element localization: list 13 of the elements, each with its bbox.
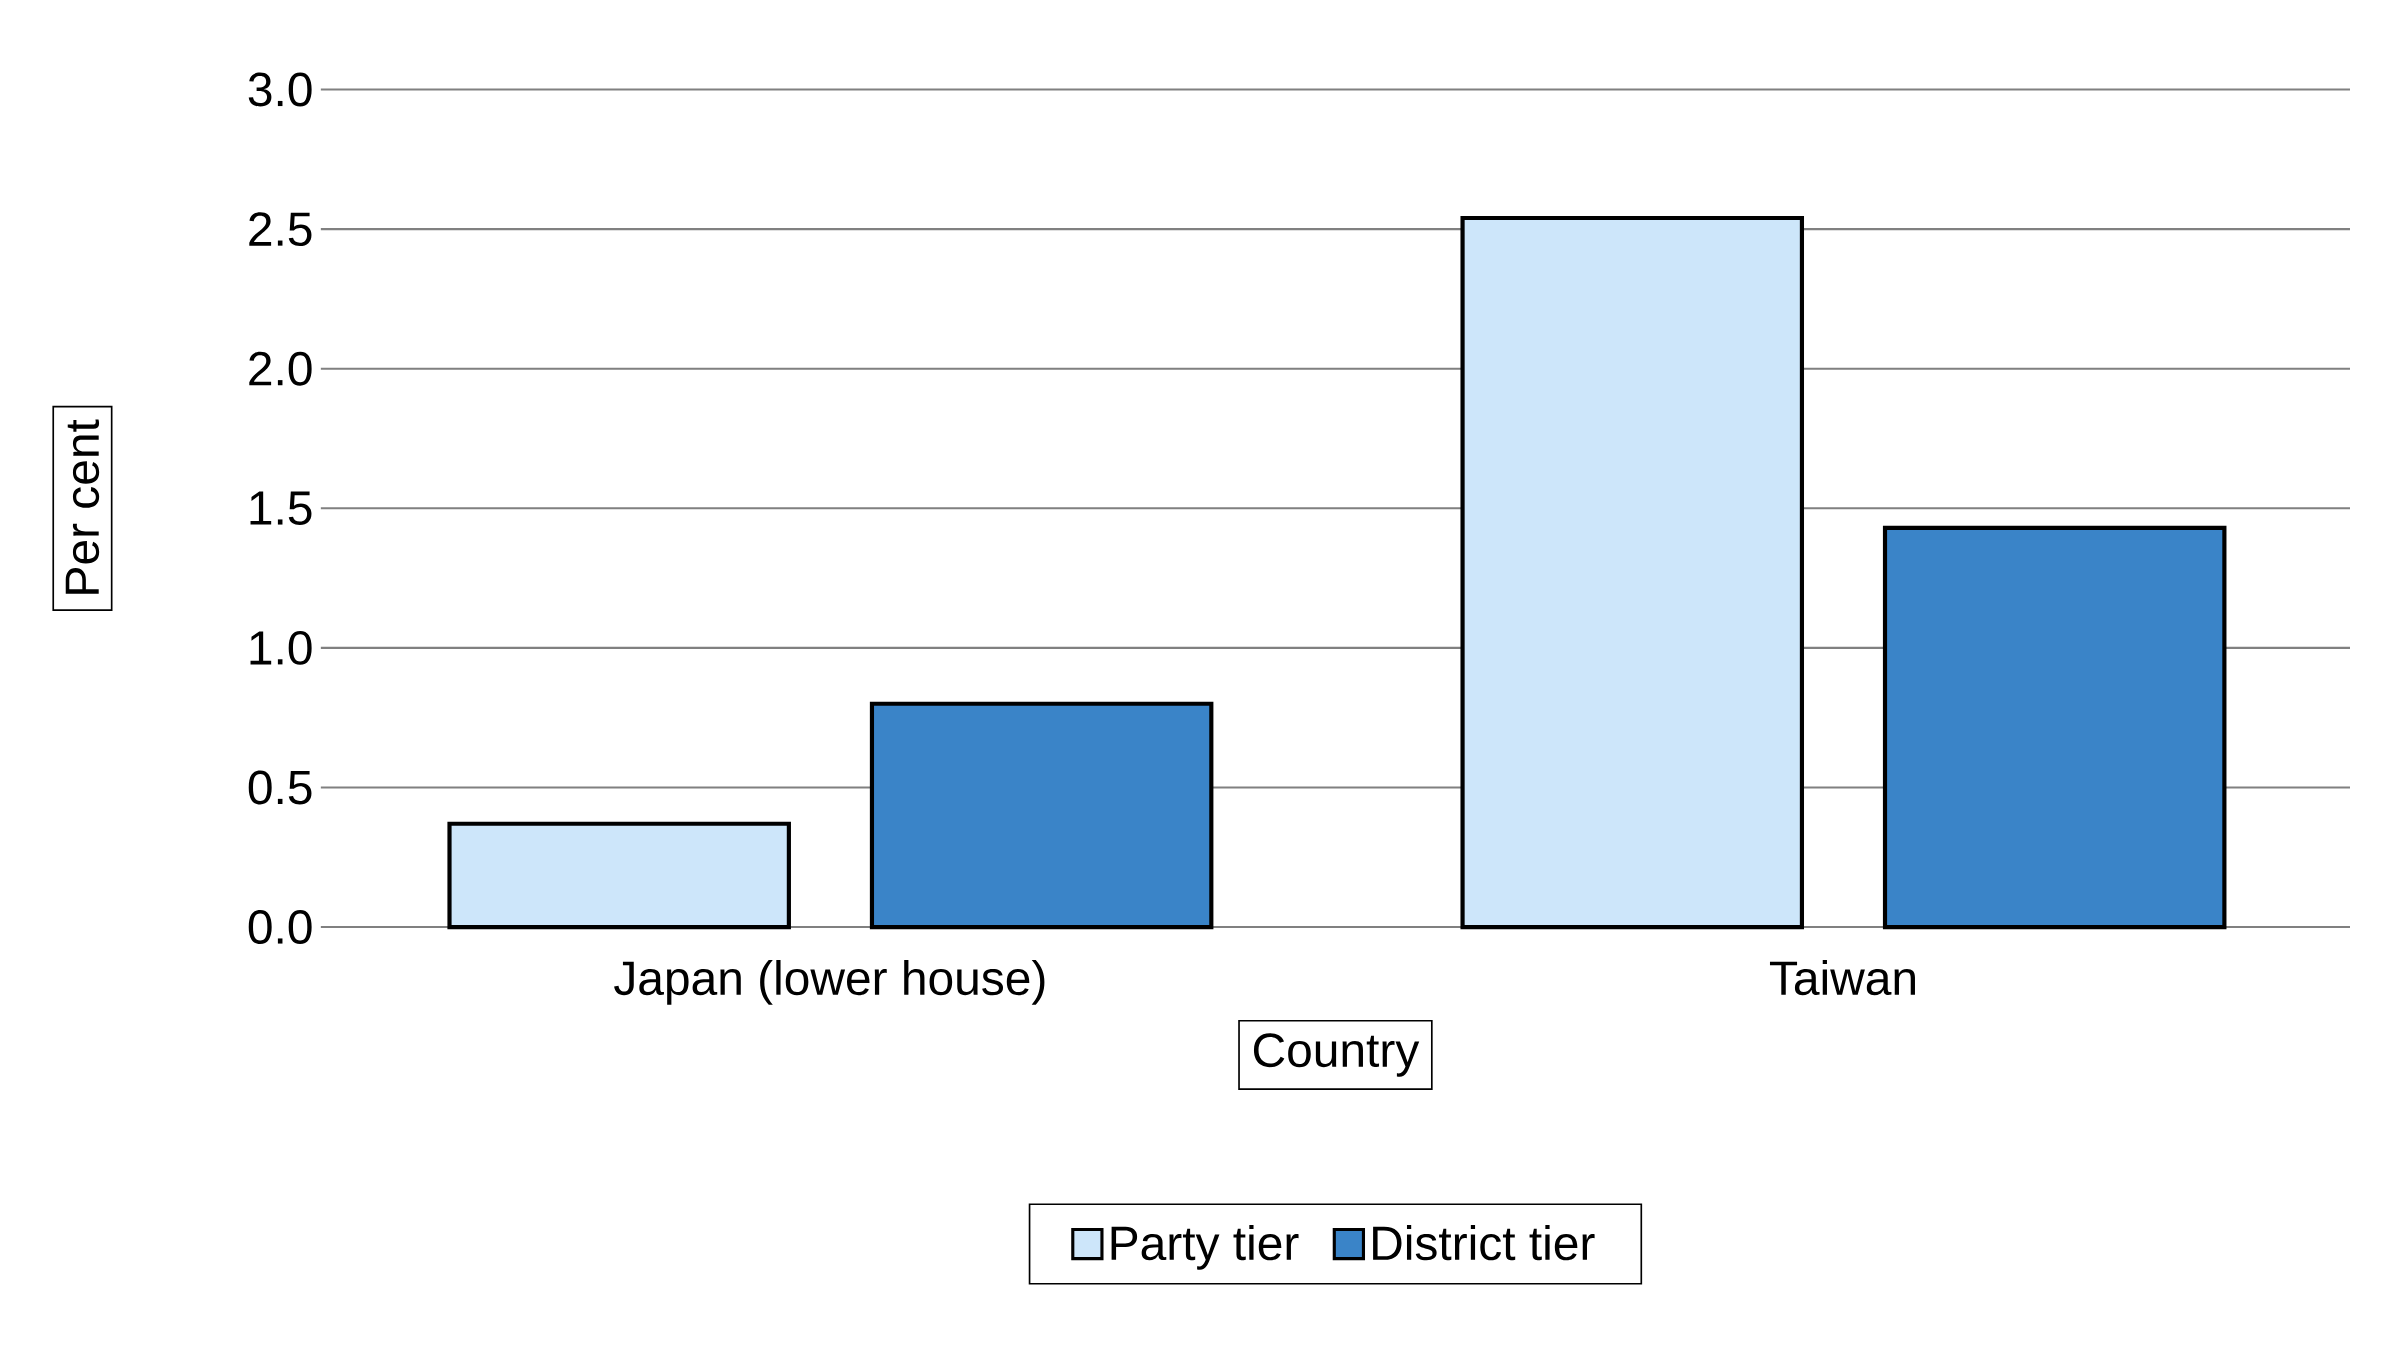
legend-label: Party tier	[1111, 1225, 1299, 1270]
y-tick-label: 1.5	[250, 491, 312, 526]
y-axis-title: Per cent	[65, 419, 100, 594]
y-tick-label: 2.5	[249, 212, 312, 247]
y-tick-label: 3.0	[248, 72, 312, 107]
y-tick-label: 1.0	[250, 630, 312, 665]
x-tick-label: Taiwan	[1769, 959, 1915, 996]
x-axis-title: Country	[1253, 1033, 1420, 1077]
y-tick-label: 0.5	[248, 770, 312, 805]
legend-label: District tier	[1373, 1225, 1595, 1261]
y-tick-label: 0.0	[248, 910, 312, 945]
y-tick-label: 2.0	[249, 351, 312, 386]
x-tick-label: Japan (lower house)	[614, 959, 1045, 1005]
